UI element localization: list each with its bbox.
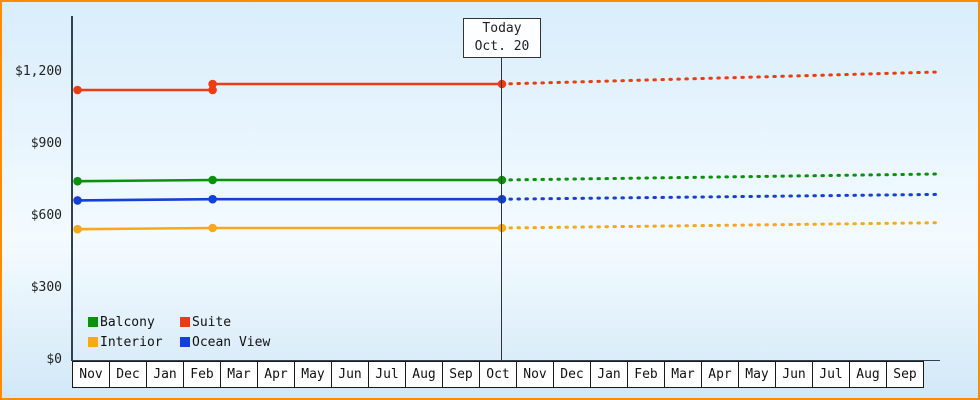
x-axis-month: Oct <box>479 361 517 388</box>
series-marker-suite <box>73 85 82 95</box>
x-axis-month: Apr <box>701 361 739 388</box>
series-marker-suite <box>208 85 217 95</box>
y-axis-tick-label: $0 <box>46 352 62 367</box>
x-axis-month: Jul <box>368 361 406 388</box>
series-forecast-interior <box>500 221 940 230</box>
x-axis-month: Mar <box>220 361 258 388</box>
today-annotation-line2: Oct. 20 <box>474 39 530 54</box>
x-axis-month: Feb <box>627 361 665 388</box>
legend-row: Balcony Suite <box>88 312 272 332</box>
x-axis-month: May <box>294 361 332 388</box>
x-axis-month: Sep <box>886 361 924 388</box>
series-line-suite <box>77 82 502 92</box>
x-axis-month: Nov <box>516 361 554 388</box>
x-axis-month: Sep <box>442 361 480 388</box>
x-axis-month: Apr <box>257 361 295 388</box>
y-axis-tick-label: $1,200 <box>15 64 62 79</box>
legend-label: Suite <box>192 314 232 330</box>
legend-item-suite: Suite <box>180 315 272 330</box>
series-marker-ocean-view <box>73 196 82 205</box>
legend-label: Balcony <box>100 314 155 330</box>
series-marker-balcony <box>208 175 217 185</box>
today-annotation-line1: Today <box>482 21 522 36</box>
legend-swatch-interior <box>88 337 98 347</box>
series-marker-balcony <box>73 176 82 186</box>
series-marker-ocean-view <box>208 194 217 204</box>
y-axis-line <box>71 16 73 361</box>
legend-item-ocean-view: Ocean View <box>180 335 272 350</box>
legend-item-balcony: Balcony <box>88 315 180 330</box>
today-line <box>501 58 502 360</box>
series-line-interior <box>77 226 502 231</box>
series-forecast-balcony <box>500 172 940 182</box>
series-line-ocean-view <box>77 197 502 202</box>
x-axis-month: Aug <box>405 361 443 388</box>
x-axis-month: May <box>738 361 776 388</box>
x-axis-month: Dec <box>109 361 147 388</box>
series-forecast-suite <box>500 70 940 86</box>
legend-label: Ocean View <box>192 334 271 350</box>
series-marker-interior <box>73 224 82 234</box>
x-axis-month: Dec <box>553 361 591 388</box>
legend: Balcony Suite Interior Ocean View <box>88 312 272 352</box>
y-axis-tick-label: $600 <box>30 208 62 223</box>
x-axis-month: Jul <box>812 361 850 388</box>
legend-swatch-balcony <box>88 317 98 327</box>
legend-swatch-suite <box>180 317 190 327</box>
y-axis-tick-label: $300 <box>30 280 62 295</box>
legend-item-interior: Interior <box>88 335 180 350</box>
x-axis-month: Jan <box>146 361 184 388</box>
x-axis-line <box>72 360 940 361</box>
series-marker-interior <box>208 223 217 233</box>
x-axis-month: Jan <box>590 361 628 388</box>
x-axis-month: Jun <box>331 361 369 388</box>
x-axis-month: Aug <box>849 361 887 388</box>
legend-swatch-ocean-view <box>180 337 190 347</box>
x-axis-month: Jun <box>775 361 813 388</box>
legend-label: Interior <box>100 334 163 350</box>
x-axis-month: Mar <box>664 361 702 388</box>
legend-row: Interior Ocean View <box>88 332 272 352</box>
series-line-balcony <box>77 178 502 183</box>
series-marker-suite <box>208 79 217 89</box>
x-axis-month: Feb <box>183 361 221 388</box>
series-forecast-ocean-view <box>500 192 940 201</box>
y-axis-tick-label: $900 <box>30 136 62 151</box>
x-axis-month: Nov <box>72 361 110 388</box>
today-annotation: Today Oct. 20 <box>463 18 541 58</box>
